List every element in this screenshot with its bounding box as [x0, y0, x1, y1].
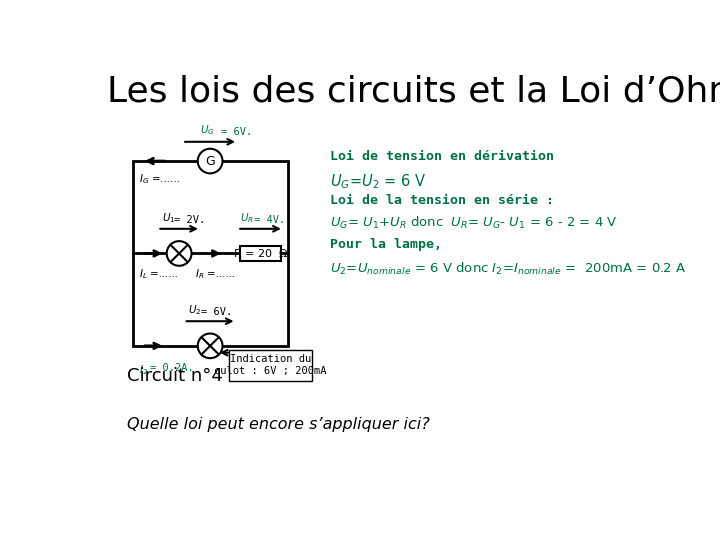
Text: $U_R$: $U_R$: [240, 211, 254, 225]
Text: R = 20  $\Omega$: R = 20 $\Omega$: [233, 247, 288, 259]
Circle shape: [167, 241, 192, 266]
Text: = 2V.: = 2V.: [174, 215, 206, 225]
Text: G: G: [205, 154, 215, 167]
Text: $U_2$: $U_2$: [189, 303, 202, 318]
Circle shape: [198, 148, 222, 173]
Bar: [229, 350, 312, 381]
Text: = 0.2A.: = 0.2A.: [150, 363, 194, 373]
Text: $I_G$ =......: $I_G$ =......: [139, 172, 180, 186]
Text: $I_L$ =......: $I_L$ =......: [139, 267, 179, 281]
Text: $U_2$=$U_{nominale}$ = 6 V donc $I_2$=$I_{nominale}$ =  200mA = 0.2 A: $U_2$=$U_{nominale}$ = 6 V donc $I_2$=$I…: [330, 261, 687, 277]
Text: Les lois des circuits et la Loi d’Ohm: Les lois des circuits et la Loi d’Ohm: [107, 75, 720, 109]
Text: culot : 6V ; 200mA: culot : 6V ; 200mA: [215, 366, 327, 376]
Circle shape: [198, 334, 222, 358]
Text: $U_1$: $U_1$: [162, 211, 176, 225]
Text: $I_R$ =......: $I_R$ =......: [194, 267, 235, 281]
Text: Circuit n°4: Circuit n°4: [127, 367, 223, 384]
Text: $I_2$: $I_2$: [139, 363, 148, 376]
Text: $U_G$: $U_G$: [199, 123, 215, 137]
Text: $U_G$= $U_1$+$U_R$ donc  $U_R$= $U_G$- $U_1$ = 6 - 2 = 4 V: $U_G$= $U_1$+$U_R$ donc $U_R$= $U_G$- $U…: [330, 215, 618, 231]
Text: = 6V.: = 6V.: [221, 127, 252, 137]
Text: Loi de tension en dérivation: Loi de tension en dérivation: [330, 150, 554, 163]
Text: = 4V.: = 4V.: [254, 215, 286, 225]
Bar: [240, 246, 281, 261]
Text: $U_G$=$U_2$ = 6 V: $U_G$=$U_2$ = 6 V: [330, 173, 427, 191]
Text: Loi de la tension en série :: Loi de la tension en série :: [330, 194, 554, 207]
Text: Indication du: Indication du: [230, 354, 311, 364]
Text: = 6V.: = 6V.: [201, 307, 232, 318]
Text: Pour la lampe,: Pour la lampe,: [330, 238, 442, 251]
Text: Quelle loi peut encore s’appliquer ici?: Quelle loi peut encore s’appliquer ici?: [127, 417, 430, 433]
